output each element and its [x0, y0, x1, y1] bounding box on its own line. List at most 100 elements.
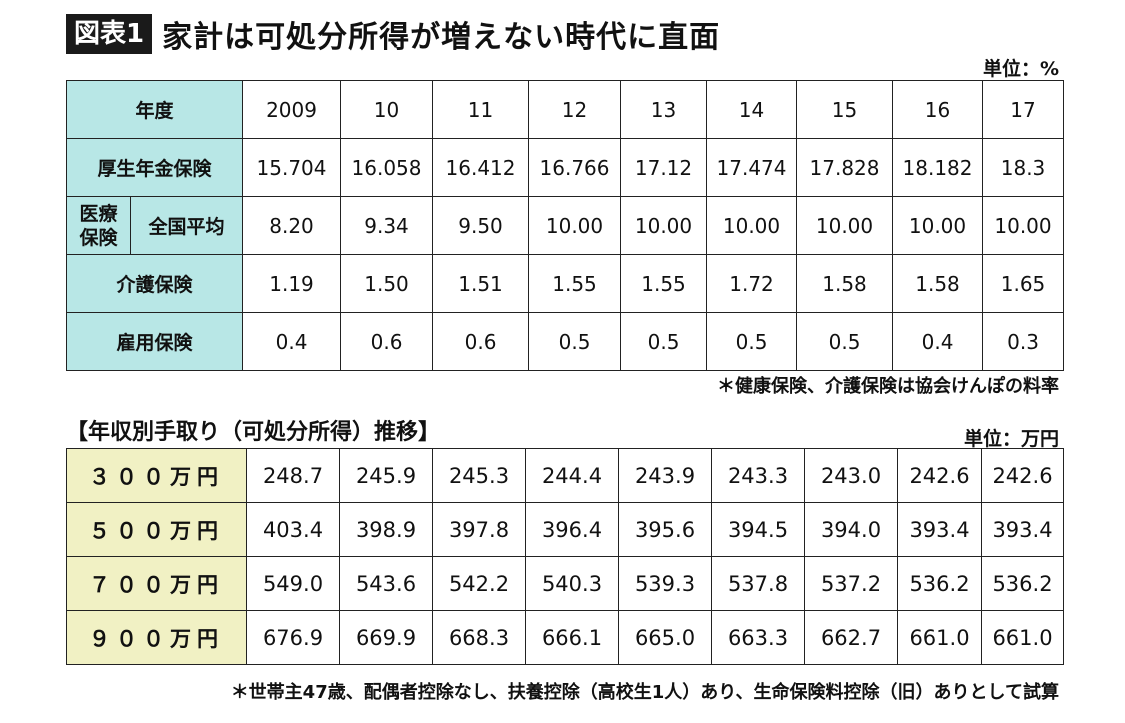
- income-cell: 394.5: [711, 502, 805, 557]
- table-row: 雇用保険 0.4 0.6 0.6 0.5 0.5 0.5 0.5 0.4 0.3: [65, 312, 1065, 371]
- income-cell: 403.4: [246, 502, 340, 557]
- year-cell: 13: [620, 80, 708, 139]
- rate-cell: 16.766: [528, 138, 622, 197]
- income-cell: 393.4: [897, 502, 982, 557]
- table2-footnote: ＊世帯主47歳、配偶者控除なし、扶養控除（高校生1人）あり、生命保険料控除（旧）…: [230, 682, 1059, 703]
- rate-cell: 1.55: [620, 254, 708, 313]
- income-cell: 669.9: [339, 610, 433, 665]
- income-cell: 243.3: [711, 448, 805, 503]
- rate-cell: 0.5: [528, 312, 622, 371]
- income-label: ３００万円: [66, 448, 247, 503]
- income-cell: 393.4: [981, 502, 1064, 557]
- income-cell: 665.0: [618, 610, 712, 665]
- table1-header-row: 年度 2009 10 11 12 13 14 15 16 17: [65, 80, 1065, 139]
- figure-title-text: 家計は可処分所得が増えない時代に直面: [162, 20, 721, 55]
- table2-title: 【年収別手取り（可処分所得）推移】: [66, 420, 441, 445]
- rate-cell: 1.58: [796, 254, 894, 313]
- rate-cell: 9.50: [432, 196, 530, 255]
- year-cell: 14: [706, 80, 798, 139]
- income-cell: 549.0: [246, 556, 340, 611]
- year-cell: 12: [528, 80, 622, 139]
- year-cell: 17: [982, 80, 1065, 139]
- income-cell: 394.0: [804, 502, 898, 557]
- table-row: 医療保険 全国平均 8.20 9.34 9.50 10.00 10.00 10.…: [66, 196, 1065, 255]
- income-cell: 676.9: [246, 610, 340, 665]
- take-home-income-table: ３００万円 248.7 245.9 245.3 244.4 243.9 243.…: [66, 448, 1064, 665]
- table-row: 厚生年金保険 15.704 16.058 16.412 16.766 17.12…: [65, 138, 1065, 197]
- rate-cell: 17.474: [706, 138, 798, 197]
- year-cell: 2009: [242, 80, 342, 139]
- income-cell: 395.6: [618, 502, 712, 557]
- rate-cell: 18.3: [982, 138, 1065, 197]
- rate-cell: 0.4: [242, 312, 342, 371]
- rate-cell: 1.50: [340, 254, 434, 313]
- year-cell: 10: [340, 80, 434, 139]
- income-cell: 540.3: [525, 556, 619, 611]
- year-cell: 15: [796, 80, 894, 139]
- income-cell: 661.0: [897, 610, 982, 665]
- rate-cell: 9.34: [340, 196, 434, 255]
- rate-cell: 1.55: [528, 254, 622, 313]
- income-cell: 543.6: [339, 556, 433, 611]
- income-cell: 537.2: [804, 556, 898, 611]
- rate-cell: 16.058: [340, 138, 434, 197]
- income-cell: 662.7: [804, 610, 898, 665]
- income-label: ９００万円: [66, 610, 247, 665]
- table1-footnote: ＊健康保険、介護保険は協会けんぽの料率: [717, 376, 1059, 397]
- income-cell: 245.3: [432, 448, 526, 503]
- row-label: 介護保険: [65, 254, 244, 313]
- rate-cell: 0.4: [892, 312, 984, 371]
- row-label: 厚生年金保険: [65, 138, 244, 197]
- income-cell: 248.7: [246, 448, 340, 503]
- year-cell: 11: [432, 80, 530, 139]
- rate-cell: 16.412: [432, 138, 530, 197]
- row-label: 雇用保険: [65, 312, 244, 371]
- income-cell: 243.9: [618, 448, 712, 503]
- income-cell: 397.8: [432, 502, 526, 557]
- income-cell: 243.0: [804, 448, 898, 503]
- rate-cell: 10.00: [528, 196, 622, 255]
- income-cell: 242.6: [981, 448, 1064, 503]
- header-year-label: 年度: [65, 80, 244, 139]
- rate-cell: 1.51: [432, 254, 530, 313]
- income-cell: 245.9: [339, 448, 433, 503]
- income-cell: 663.3: [711, 610, 805, 665]
- table-row: ７００万円 549.0 543.6 542.2 540.3 539.3 537.…: [66, 556, 1064, 611]
- rate-cell: 1.65: [982, 254, 1065, 313]
- rate-cell: 1.19: [242, 254, 342, 313]
- rate-cell: 1.72: [706, 254, 798, 313]
- income-cell: 539.3: [618, 556, 712, 611]
- table2-unit: 単位：万円: [963, 428, 1059, 450]
- figure-number-badge: 図表1: [66, 14, 153, 54]
- income-cell: 666.1: [525, 610, 619, 665]
- income-cell: 396.4: [525, 502, 619, 557]
- rate-cell: 0.3: [982, 312, 1065, 371]
- row-label: 全国平均: [129, 196, 244, 255]
- rate-cell: 0.5: [620, 312, 708, 371]
- table1-unit: 単位：%: [982, 58, 1059, 80]
- income-label: ５００万円: [66, 502, 247, 557]
- group-label-text: 医療保険: [79, 202, 118, 249]
- income-cell: 668.3: [432, 610, 526, 665]
- income-cell: 536.2: [981, 556, 1064, 611]
- year-cell: 16: [892, 80, 984, 139]
- income-label: ７００万円: [66, 556, 247, 611]
- income-cell: 242.6: [897, 448, 982, 503]
- rate-cell: 0.6: [340, 312, 434, 371]
- income-cell: 398.9: [339, 502, 433, 557]
- table-row: ９００万円 676.9 669.9 668.3 666.1 665.0 663.…: [66, 610, 1064, 665]
- rate-cell: 0.6: [432, 312, 530, 371]
- rate-cell: 10.00: [706, 196, 798, 255]
- rate-cell: 10.00: [892, 196, 984, 255]
- rate-cell: 1.58: [892, 254, 984, 313]
- figure-title: 図表1 家計は可処分所得が増えない時代に直面: [66, 12, 720, 56]
- income-cell: 536.2: [897, 556, 982, 611]
- rate-cell: 15.704: [242, 138, 342, 197]
- rate-cell: 10.00: [796, 196, 894, 255]
- rate-cell: 0.5: [706, 312, 798, 371]
- income-cell: 537.8: [711, 556, 805, 611]
- income-cell: 244.4: [525, 448, 619, 503]
- table-row: ５００万円 403.4 398.9 397.8 396.4 395.6 394.…: [66, 502, 1064, 557]
- rate-cell: 10.00: [982, 196, 1065, 255]
- rate-cell: 10.00: [620, 196, 708, 255]
